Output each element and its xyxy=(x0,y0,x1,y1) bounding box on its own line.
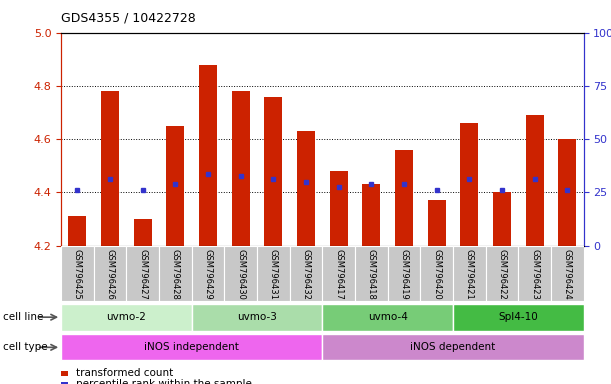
Bar xyxy=(420,246,453,301)
Text: GSM796431: GSM796431 xyxy=(269,248,278,300)
Text: GSM796417: GSM796417 xyxy=(334,248,343,300)
Text: GSM796423: GSM796423 xyxy=(530,248,539,300)
Bar xyxy=(330,171,348,246)
Bar xyxy=(362,184,380,246)
Text: percentile rank within the sample: percentile rank within the sample xyxy=(76,379,252,384)
Text: GSM796429: GSM796429 xyxy=(203,248,213,299)
Text: GSM796419: GSM796419 xyxy=(400,248,408,299)
Bar xyxy=(224,246,257,301)
Bar xyxy=(297,131,315,246)
Bar xyxy=(323,246,355,301)
Text: GSM796418: GSM796418 xyxy=(367,248,376,300)
Text: transformed count: transformed count xyxy=(76,368,174,378)
Bar xyxy=(265,97,282,246)
Text: uvmo-4: uvmo-4 xyxy=(368,312,408,322)
Bar xyxy=(192,304,323,331)
Bar xyxy=(290,246,323,301)
Bar xyxy=(453,246,486,301)
Bar xyxy=(525,115,544,246)
Bar xyxy=(323,334,584,360)
Bar xyxy=(232,91,250,246)
Bar xyxy=(323,304,453,331)
Bar xyxy=(518,246,551,301)
Bar xyxy=(493,192,511,246)
Text: uvmo-2: uvmo-2 xyxy=(106,312,147,322)
Text: GSM796420: GSM796420 xyxy=(432,248,441,299)
Text: GSM796427: GSM796427 xyxy=(138,248,147,300)
Text: GSM796432: GSM796432 xyxy=(301,248,310,300)
Bar xyxy=(453,304,584,331)
Bar xyxy=(61,304,192,331)
Text: Spl4-10: Spl4-10 xyxy=(499,312,538,322)
Bar xyxy=(551,246,584,301)
Bar xyxy=(355,246,387,301)
Bar xyxy=(93,246,126,301)
Text: GSM796428: GSM796428 xyxy=(171,248,180,300)
Bar xyxy=(68,217,86,246)
Bar xyxy=(387,246,420,301)
Bar xyxy=(460,123,478,246)
Bar xyxy=(166,126,185,246)
Bar xyxy=(257,246,290,301)
Text: iNOS independent: iNOS independent xyxy=(144,342,239,353)
Bar xyxy=(126,246,159,301)
Bar xyxy=(395,150,413,246)
Text: iNOS dependent: iNOS dependent xyxy=(410,342,496,353)
Text: cell line: cell line xyxy=(3,312,43,322)
Text: GSM796425: GSM796425 xyxy=(73,248,82,299)
Text: GSM796422: GSM796422 xyxy=(497,248,507,299)
Bar xyxy=(558,139,576,246)
Bar xyxy=(61,334,323,360)
Text: GSM796430: GSM796430 xyxy=(236,248,245,300)
Bar xyxy=(61,246,93,301)
Text: GSM796426: GSM796426 xyxy=(106,248,115,300)
Bar xyxy=(199,65,217,246)
Text: uvmo-3: uvmo-3 xyxy=(237,312,277,322)
Text: GDS4355 / 10422728: GDS4355 / 10422728 xyxy=(61,12,196,25)
Text: GSM796421: GSM796421 xyxy=(465,248,474,299)
Text: GSM796424: GSM796424 xyxy=(563,248,572,299)
Bar xyxy=(192,246,224,301)
Bar xyxy=(134,219,152,246)
Bar xyxy=(159,246,192,301)
Bar xyxy=(101,91,119,246)
Bar xyxy=(428,200,445,246)
Text: cell type: cell type xyxy=(3,342,48,353)
Bar xyxy=(486,246,518,301)
